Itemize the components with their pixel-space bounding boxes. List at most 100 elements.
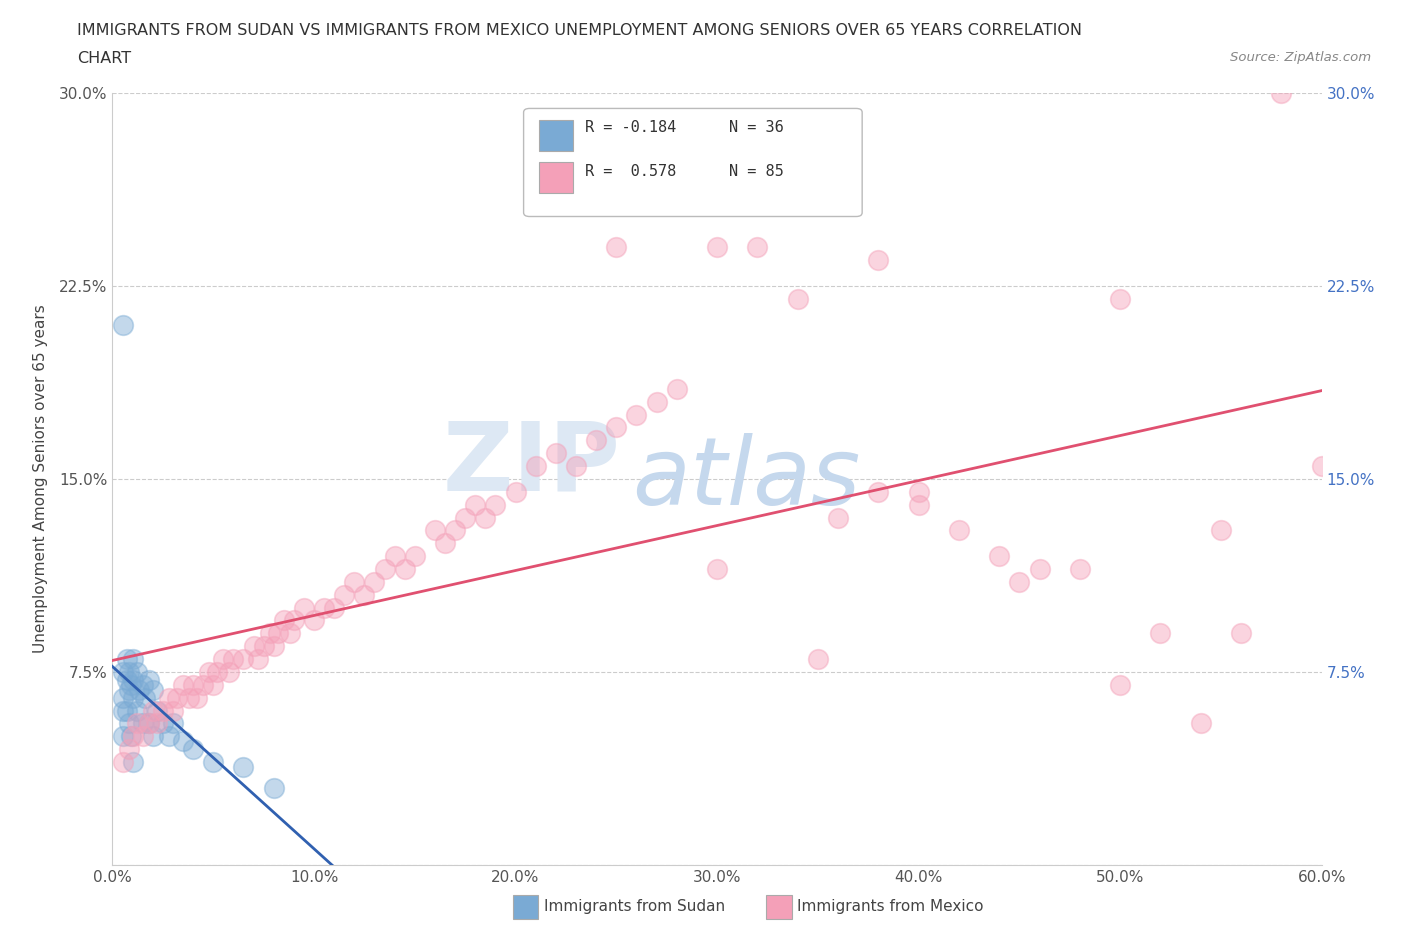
Point (142, 729, 165, 744)
Text: atlas: atlas (633, 433, 860, 525)
Point (125, 703, 148, 718)
Point (128, 683, 150, 698)
Point (283, 613, 305, 628)
Point (454, 510, 477, 525)
Point (142, 703, 165, 718)
Point (1028, 562, 1050, 577)
Point (132, 716, 155, 731)
Point (263, 780, 285, 795)
Point (121, 652, 143, 667)
Point (1230, 626, 1253, 641)
Point (292, 600, 315, 615)
Point (1189, 716, 1212, 731)
Point (146, 716, 169, 731)
Point (323, 600, 346, 615)
Text: Immigrants from Sudan: Immigrants from Sudan (544, 899, 725, 914)
Point (125, 716, 148, 731)
Point (181, 677, 204, 692)
Text: N = 36: N = 36 (730, 120, 785, 136)
Point (111, 690, 134, 705)
Point (162, 703, 184, 718)
Point (484, 498, 506, 512)
Point (186, 690, 208, 705)
Point (152, 716, 174, 731)
Point (1109, 291, 1132, 306)
Point (353, 588, 375, 603)
Point (868, 253, 890, 268)
Point (444, 523, 467, 538)
Point (565, 458, 588, 473)
Point (544, 445, 567, 460)
Point (706, 240, 728, 255)
Point (524, 458, 547, 473)
Point (218, 665, 240, 680)
Point (121, 729, 143, 744)
Point (242, 639, 264, 654)
Point (988, 549, 1011, 564)
Point (505, 485, 527, 499)
Point (423, 523, 446, 538)
Point (120, 677, 142, 692)
Point (907, 498, 929, 512)
Point (207, 665, 229, 680)
Point (1270, 86, 1292, 100)
Point (302, 613, 325, 628)
Point (202, 677, 225, 692)
Point (191, 677, 214, 692)
Point (157, 729, 180, 744)
Point (1149, 626, 1171, 641)
Point (1109, 677, 1132, 692)
Point (111, 317, 134, 332)
Y-axis label: Unemployment Among Seniors over 65 years: Unemployment Among Seniors over 65 years (32, 305, 48, 654)
Point (157, 690, 180, 705)
Point (181, 742, 204, 757)
Point (1069, 562, 1091, 577)
Text: IMMIGRANTS FROM SUDAN VS IMMIGRANTS FROM MEXICO UNEMPLOYMENT AMONG SENIORS OVER : IMMIGRANTS FROM SUDAN VS IMMIGRANTS FROM… (77, 23, 1083, 38)
Text: Immigrants from Mexico: Immigrants from Mexico (797, 899, 984, 914)
Point (212, 652, 235, 667)
Text: R =  0.578: R = 0.578 (585, 164, 676, 179)
Point (404, 549, 426, 564)
Point (907, 485, 929, 499)
Point (202, 754, 225, 769)
Point (827, 510, 849, 525)
Point (259, 626, 281, 641)
Point (138, 716, 160, 731)
Text: R = -0.184: R = -0.184 (585, 120, 676, 136)
Point (121, 754, 143, 769)
Point (605, 420, 627, 435)
Point (162, 716, 184, 731)
Point (246, 652, 269, 667)
Point (464, 498, 486, 512)
Point (117, 683, 139, 698)
Point (121, 672, 143, 687)
Point (948, 523, 970, 538)
Point (363, 575, 385, 590)
Point (868, 485, 890, 499)
Point (433, 536, 456, 551)
Point (273, 613, 295, 628)
Point (263, 639, 285, 654)
Point (152, 703, 174, 718)
Point (645, 394, 668, 409)
Point (312, 600, 335, 615)
Point (278, 626, 301, 641)
Point (111, 703, 134, 718)
Point (138, 672, 160, 687)
Point (232, 652, 254, 667)
Point (115, 672, 138, 687)
Point (747, 240, 769, 255)
Text: N = 85: N = 85 (730, 164, 785, 179)
Text: ZIP: ZIP (443, 417, 620, 510)
Point (198, 665, 221, 680)
Point (585, 433, 607, 448)
Point (117, 665, 139, 680)
Point (120, 729, 142, 744)
Point (232, 760, 254, 775)
Point (665, 381, 688, 396)
Point (111, 754, 134, 769)
Point (384, 549, 406, 564)
Point (121, 690, 143, 705)
Point (222, 652, 245, 667)
Point (394, 562, 416, 577)
